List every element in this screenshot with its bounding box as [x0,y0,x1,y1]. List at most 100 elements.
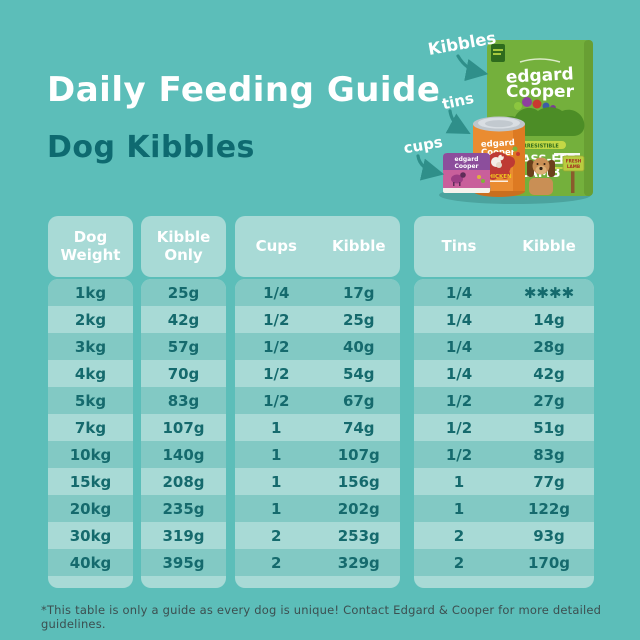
cell-dog-weight: 1kg [74,283,107,302]
table-row: 5kg [48,387,133,414]
cell-cups: 1/4 [263,283,290,302]
cell-cups: 1/2 [263,364,290,383]
tin-brand-line1: edgard [481,138,515,150]
cell-dog-weight: 30kg [69,526,112,545]
bag-brand-line1: edgard [505,64,574,88]
table-tins: Tins Kibble 1/4 ✱✱✱✱ 1/4 14g 1/4 28g 1/4 42g… [414,216,594,588]
table-row: 1/2 54g [235,360,400,387]
bag-dog-illustration [527,157,555,195]
cell-kibble-only: 25g [167,283,200,302]
cell-kibble: 42g [533,364,565,383]
cell-kibble: 54g [342,364,375,383]
table-row: 140g [141,441,226,468]
cell-kibble-only: 83g [167,391,200,410]
table-row: 107g [141,414,226,441]
bag-sign-line1: FRESH [566,159,582,164]
cell-tins: 1/2 [445,418,473,437]
table-row: 83g [141,387,226,414]
column-header-cups-group: Cups Kibble [235,216,400,277]
cup-label [443,170,490,188]
cell-dog-weight: 15kg [69,472,112,491]
product-kibble-bag: edgard Cooper IRRESISTIBLE GRASS-FED LAM… [487,40,593,196]
cell-kibble-only: 235g [162,499,205,518]
cell-dog-weight: 3kg [74,337,107,356]
cell-tins: 1/4 [445,310,473,329]
table-row: 57g [141,333,226,360]
cell-dog-weight: 20kg [69,499,112,518]
cell-tins: 2 [453,553,465,572]
cell-cups: 1 [271,499,282,518]
table-row: 208g [141,468,226,495]
cell-kibble-only: 319g [162,526,205,545]
table-row: 1/2 25g [235,306,400,333]
cell-tins: 1/4 [445,364,473,383]
table-row: 4kg [48,360,133,387]
cell-tins: 2 [453,526,465,545]
table-body: 1/4 ✱✱✱✱ 1/4 14g 1/4 28g 1/4 42g 1/2 27g 1/2 5… [414,279,594,588]
cell-cups: 1 [271,445,282,464]
cup-brand-line2: Cooper [455,163,479,170]
bag-tagline-arc [519,58,561,63]
cell-tins: 1/2 [445,391,473,410]
footnote: *This table is only a guide as every dog… [41,603,602,631]
cell-cups: 2 [271,553,282,572]
table-row: 395g [141,549,226,576]
table-row: 1/4 14g [414,306,594,333]
cell-cups: 1/2 [263,391,290,410]
page-subtitle: Dog Kibbles [47,130,255,165]
cell-dog-weight: 7kg [74,418,107,437]
arrow-cups-icon [416,154,445,181]
product-illustrations: edgard Cooper IRRESISTIBLE GRASS-FED LAM… [402,28,593,204]
bag-flag-pill [514,141,566,149]
cell-kibble: 28g [533,337,565,356]
column-header-tins-group: Tins Kibble [414,216,594,277]
table-row: 1/4 17g [235,279,400,306]
table-row: 1 77g [414,468,594,495]
cell-cups: 2 [271,526,282,545]
table-row: 2kg [48,306,133,333]
cup-lid [443,153,490,170]
table-row: 1kg [48,279,133,306]
table-row: 1/2 51g [414,414,594,441]
cell-kibble: 40g [342,337,375,356]
cell-tins: 1/2 [445,445,473,464]
column-header-tins: Tins [441,236,477,255]
cell-tins: 1 [453,499,465,518]
table-row: 70g [141,360,226,387]
cell-kibble: 77g [533,472,565,491]
cell-cups: 1/2 [263,310,290,329]
table-row: 1/2 83g [414,441,594,468]
cell-kibble-only: 140g [162,445,205,464]
cell-kibble: 329g [337,553,380,572]
table-row: 42g [141,306,226,333]
table-row: 25g [141,279,226,306]
table-row: 1 156g [235,468,400,495]
table-row: 20kg [48,495,133,522]
cell-kibble: 202g [337,499,380,518]
label-tins: tins [440,89,475,113]
cell-dog-weight: 40kg [69,553,112,572]
bag-fresh-lamb-sign: FRESH LAMB [562,155,585,193]
table-row: 1/2 67g [235,387,400,414]
cell-kibble-only: 42g [167,310,200,329]
cell-kibble: 17g [342,283,375,302]
bag-sign-line2: LAMB [567,164,580,169]
cell-kibble: 253g [337,526,380,545]
table-body: 1/4 17g 1/2 25g 1/2 40g 1/2 54g 1/2 67g 1 74g … [235,279,400,588]
tin-chicken-illustration [491,154,504,168]
cell-cups: 1 [271,418,282,437]
cell-kibble-only: 208g [162,472,205,491]
table-row: 15kg [48,468,133,495]
table-row: 2 170g [414,549,594,576]
table-row: 1 107g [235,441,400,468]
cell-kibble: 67g [342,391,375,410]
table-row: 2 329g [235,549,400,576]
table-row: 1 74g [235,414,400,441]
cell-kibble: 25g [342,310,375,329]
table-dog-weight: Dog Weight 1kg 2kg 3kg 4kg 5kg 7kg 10kg … [48,216,133,588]
cup-brand-line1: edgard [455,156,479,163]
cup-lamb-illustration [451,172,466,186]
column-header-cups-kibble: Kibble [331,236,386,255]
cell-dog-weight: 4kg [74,364,107,383]
